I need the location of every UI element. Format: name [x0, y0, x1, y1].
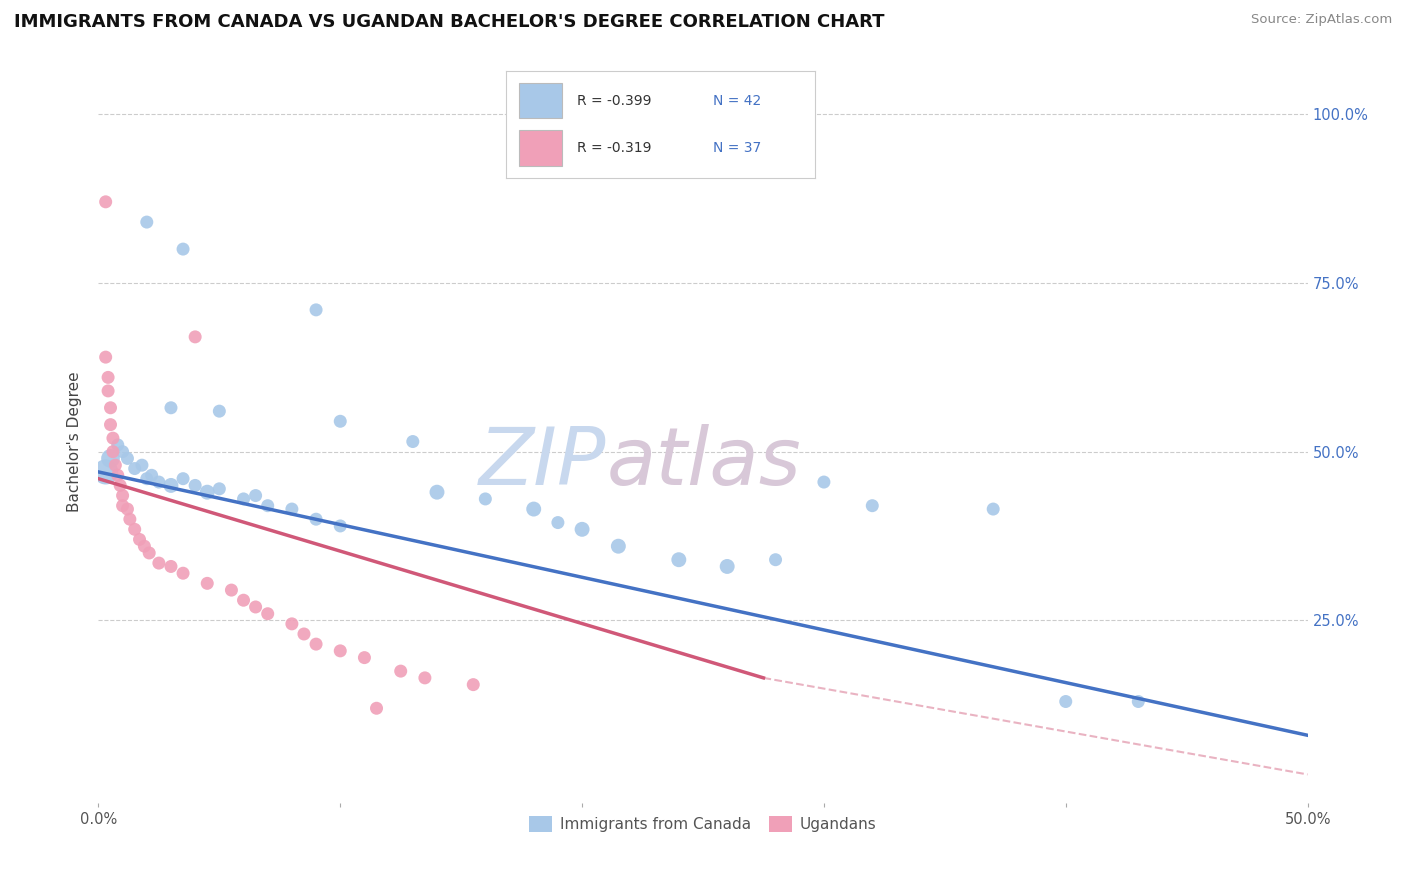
- Point: [131, 458, 153, 472]
- Text: atlas: atlas: [606, 425, 801, 502]
- Point: [172, 242, 194, 256]
- Point: [305, 637, 328, 651]
- Point: [765, 552, 787, 566]
- Point: [474, 491, 496, 506]
- Text: N = 42: N = 42: [713, 94, 762, 108]
- FancyBboxPatch shape: [519, 130, 562, 166]
- Point: [1054, 694, 1077, 708]
- Point: [256, 607, 278, 621]
- Point: [172, 566, 194, 581]
- Point: [160, 478, 183, 492]
- Point: [111, 499, 134, 513]
- Point: [463, 678, 485, 692]
- Point: [101, 444, 124, 458]
- Point: [256, 499, 278, 513]
- Text: ZIP: ZIP: [479, 425, 606, 502]
- Point: [668, 552, 690, 566]
- Point: [232, 593, 254, 607]
- Text: R = -0.399: R = -0.399: [578, 94, 652, 108]
- Point: [108, 478, 131, 492]
- Point: [292, 627, 315, 641]
- Point: [111, 444, 134, 458]
- Legend: Immigrants from Canada, Ugandans: Immigrants from Canada, Ugandans: [523, 810, 883, 838]
- Point: [402, 434, 425, 449]
- Point: [571, 522, 593, 536]
- Point: [160, 401, 183, 415]
- Point: [128, 533, 150, 547]
- Point: [305, 302, 328, 317]
- Point: [389, 664, 412, 678]
- Point: [426, 485, 449, 500]
- Text: IMMIGRANTS FROM CANADA VS UGANDAN BACHELOR'S DEGREE CORRELATION CHART: IMMIGRANTS FROM CANADA VS UGANDAN BACHEL…: [14, 13, 884, 31]
- Y-axis label: Bachelor's Degree: Bachelor's Degree: [67, 371, 83, 512]
- Point: [281, 616, 304, 631]
- Point: [117, 502, 139, 516]
- Text: N = 37: N = 37: [713, 141, 762, 155]
- Point: [245, 489, 267, 503]
- Point: [305, 512, 328, 526]
- Point: [135, 472, 157, 486]
- Point: [134, 539, 156, 553]
- Point: [94, 465, 117, 479]
- Text: R = -0.319: R = -0.319: [578, 141, 652, 155]
- Point: [94, 350, 117, 364]
- Point: [148, 475, 170, 489]
- Point: [547, 516, 569, 530]
- Point: [138, 546, 160, 560]
- Point: [117, 451, 139, 466]
- Point: [1128, 694, 1150, 708]
- Point: [281, 502, 304, 516]
- Point: [141, 468, 163, 483]
- Point: [208, 482, 231, 496]
- Point: [523, 502, 546, 516]
- Point: [221, 583, 243, 598]
- Point: [184, 330, 207, 344]
- Point: [195, 485, 218, 500]
- Point: [232, 491, 254, 506]
- Point: [107, 438, 129, 452]
- Point: [104, 458, 127, 472]
- Point: [353, 650, 375, 665]
- Point: [329, 519, 352, 533]
- Point: [607, 539, 630, 553]
- Point: [148, 556, 170, 570]
- Point: [100, 401, 122, 415]
- Point: [860, 499, 883, 513]
- Point: [329, 414, 352, 428]
- Point: [160, 559, 183, 574]
- Point: [716, 559, 738, 574]
- Point: [413, 671, 436, 685]
- Point: [329, 644, 352, 658]
- Point: [100, 417, 122, 432]
- Point: [184, 478, 207, 492]
- Point: [97, 384, 120, 398]
- Point: [366, 701, 388, 715]
- Text: Source: ZipAtlas.com: Source: ZipAtlas.com: [1251, 13, 1392, 27]
- Point: [124, 522, 146, 536]
- Point: [101, 431, 124, 445]
- Point: [981, 502, 1004, 516]
- Point: [208, 404, 231, 418]
- Point: [111, 489, 134, 503]
- Point: [97, 370, 120, 384]
- Point: [135, 215, 157, 229]
- Point: [124, 461, 146, 475]
- Point: [100, 451, 122, 466]
- Point: [172, 472, 194, 486]
- Point: [94, 194, 117, 209]
- Point: [245, 599, 267, 614]
- Point: [813, 475, 835, 489]
- Point: [107, 468, 129, 483]
- Point: [195, 576, 218, 591]
- FancyBboxPatch shape: [519, 83, 562, 119]
- Point: [118, 512, 141, 526]
